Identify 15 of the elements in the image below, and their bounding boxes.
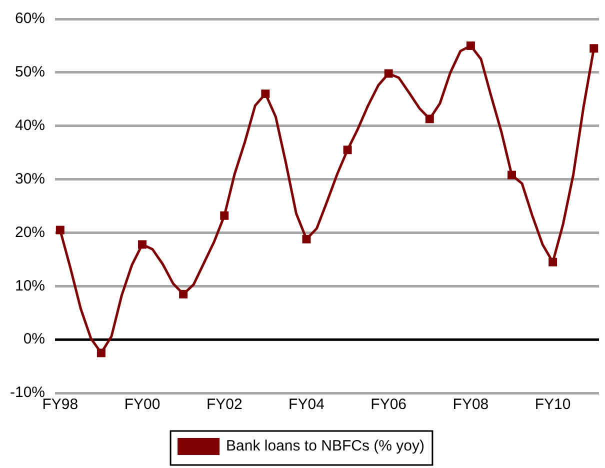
x-tick-label: FY06 (370, 396, 407, 414)
y-tick-label: 40% (14, 117, 46, 134)
y-tick-label: 60% (14, 10, 46, 28)
x-tick-label: FY08 (452, 396, 489, 414)
x-tick-label: FY10 (534, 396, 571, 414)
x-tick-label: FY02 (206, 396, 242, 414)
x-tick-label: FY98 (42, 396, 78, 414)
y-tick-label: 20% (14, 224, 46, 241)
x-tick-label: FY00 (124, 396, 160, 414)
y-tick-label: 30% (14, 170, 46, 188)
y-tick-label: 10% (14, 277, 46, 294)
y-tick-label: 50% (14, 64, 46, 81)
y-tick-label: 0% (23, 330, 46, 348)
legend-label: Bank loans to NBFCs (% yoy) (226, 438, 424, 455)
x-tick-label: FY04 (288, 396, 324, 414)
